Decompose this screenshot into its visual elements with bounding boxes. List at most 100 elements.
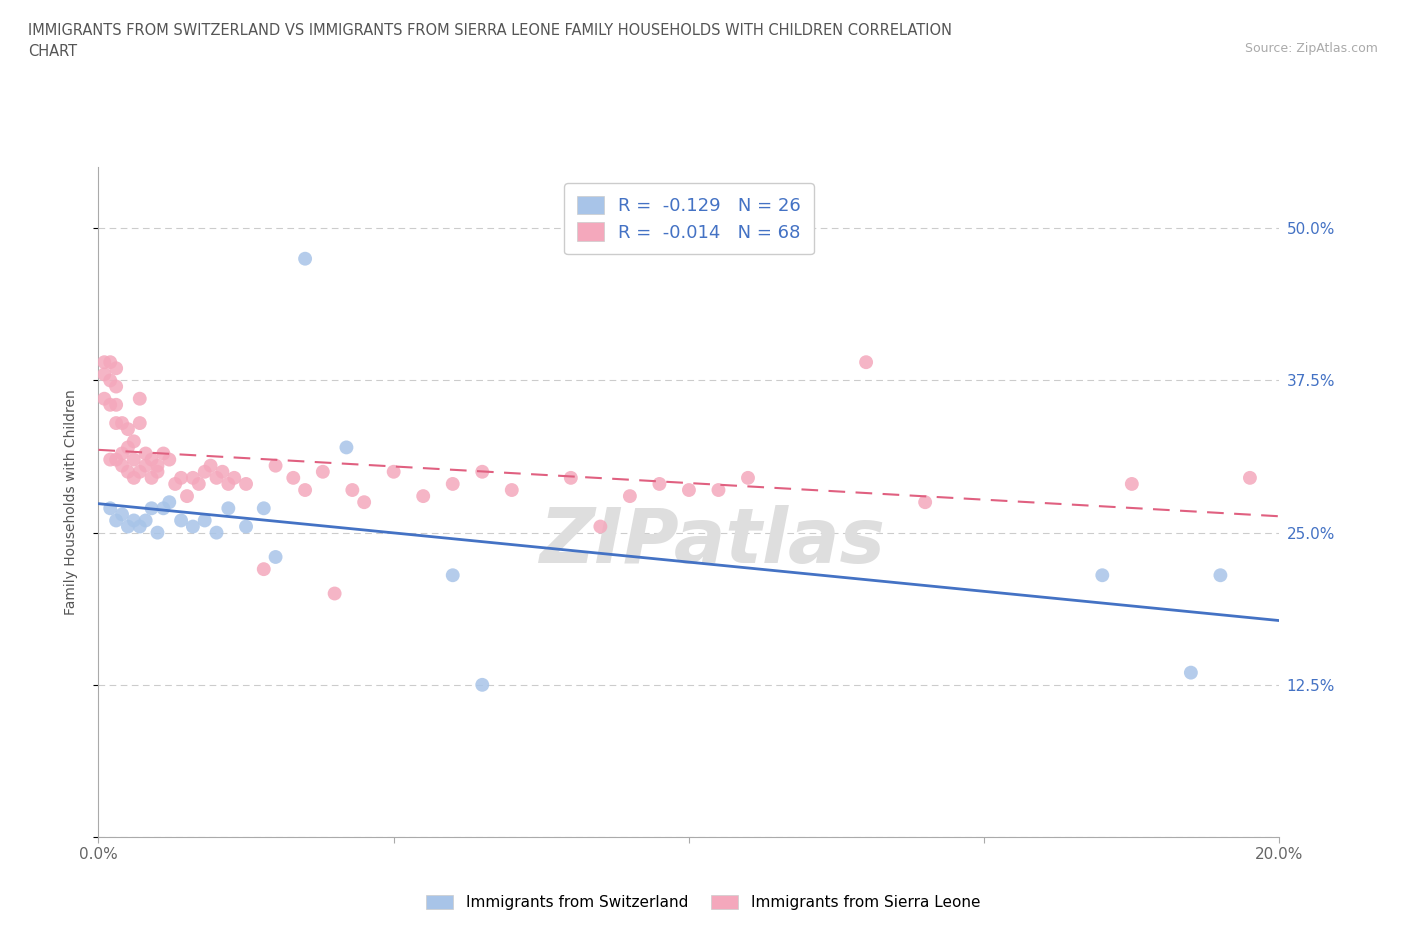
Point (205, 471, 228, 485)
Point (111, 446, 134, 461)
Point (737, 471, 759, 485)
Point (157, 495, 180, 510)
Point (135, 446, 157, 461)
Point (264, 550, 287, 565)
Point (98, 452, 121, 467)
Point (560, 471, 582, 485)
Point (353, 495, 375, 510)
Point (128, 464, 150, 479)
Point (1239, 471, 1261, 485)
Point (1209, 568, 1232, 583)
Point (146, 525, 169, 540)
Point (141, 471, 163, 485)
Point (294, 483, 316, 498)
Point (128, 416, 150, 431)
Point (157, 452, 180, 467)
Point (187, 476, 209, 491)
Point (312, 464, 335, 479)
Point (342, 483, 364, 498)
Point (205, 525, 228, 540)
Point (122, 471, 145, 485)
Point (1121, 476, 1143, 491)
Point (253, 501, 276, 516)
Legend: R =  -0.129   N = 26, R =  -0.014   N = 68: R = -0.129 N = 26, R = -0.014 N = 68 (564, 183, 814, 254)
Point (335, 440, 357, 455)
Point (235, 519, 257, 534)
Y-axis label: Family Households with Children: Family Households with Children (63, 390, 77, 615)
Point (105, 379, 128, 394)
Point (98, 354, 121, 369)
Point (135, 513, 157, 528)
Point (122, 434, 145, 449)
Point (194, 464, 217, 479)
Text: IMMIGRANTS FROM SWITZERLAND VS IMMIGRANTS FROM SIERRA LEONE FAMILY HOUSEHOLDS WI: IMMIGRANTS FROM SWITZERLAND VS IMMIGRANT… (28, 23, 952, 60)
Point (105, 452, 128, 467)
Point (93, 367, 115, 382)
Point (211, 464, 233, 479)
Point (93, 392, 115, 406)
Point (128, 392, 150, 406)
Point (235, 476, 257, 491)
Point (619, 488, 641, 503)
Point (117, 464, 139, 479)
Point (264, 458, 287, 473)
Point (152, 501, 174, 516)
Point (105, 416, 128, 431)
Point (471, 677, 494, 692)
Point (105, 513, 128, 528)
Point (117, 440, 139, 455)
Point (181, 519, 204, 534)
Point (146, 458, 169, 473)
Point (217, 476, 239, 491)
Point (200, 458, 222, 473)
Point (441, 476, 464, 491)
Point (914, 495, 936, 510)
Point (1091, 568, 1114, 583)
Point (122, 513, 145, 528)
Point (111, 507, 134, 522)
Point (122, 452, 145, 467)
Point (707, 483, 730, 498)
Point (152, 446, 174, 461)
Point (382, 464, 405, 479)
Point (181, 471, 204, 485)
Point (170, 513, 193, 528)
Point (589, 519, 612, 534)
Point (648, 476, 671, 491)
Legend: Immigrants from Switzerland, Immigrants from Sierra Leone: Immigrants from Switzerland, Immigrants … (418, 887, 988, 918)
Point (117, 519, 139, 534)
Point (441, 568, 464, 583)
Point (224, 471, 246, 485)
Text: Source: ZipAtlas.com: Source: ZipAtlas.com (1244, 42, 1378, 55)
Point (294, 251, 316, 266)
Point (283, 471, 305, 485)
Point (105, 397, 128, 412)
Point (111, 416, 134, 431)
Point (98, 373, 121, 388)
Point (135, 458, 157, 473)
Point (117, 421, 139, 436)
Point (98, 397, 121, 412)
Point (253, 562, 276, 577)
Point (323, 586, 346, 601)
Point (855, 354, 877, 369)
Point (98, 501, 121, 516)
Point (1180, 665, 1202, 680)
Point (165, 476, 187, 491)
Point (678, 483, 700, 498)
Point (501, 483, 523, 498)
Point (217, 501, 239, 516)
Point (170, 471, 193, 485)
Point (111, 458, 134, 473)
Text: ZIPatlas: ZIPatlas (540, 505, 886, 579)
Point (412, 488, 434, 503)
Point (128, 519, 150, 534)
Point (93, 354, 115, 369)
Point (141, 452, 163, 467)
Point (141, 501, 163, 516)
Point (146, 464, 169, 479)
Point (176, 488, 198, 503)
Point (105, 361, 128, 376)
Point (194, 513, 217, 528)
Point (471, 464, 494, 479)
